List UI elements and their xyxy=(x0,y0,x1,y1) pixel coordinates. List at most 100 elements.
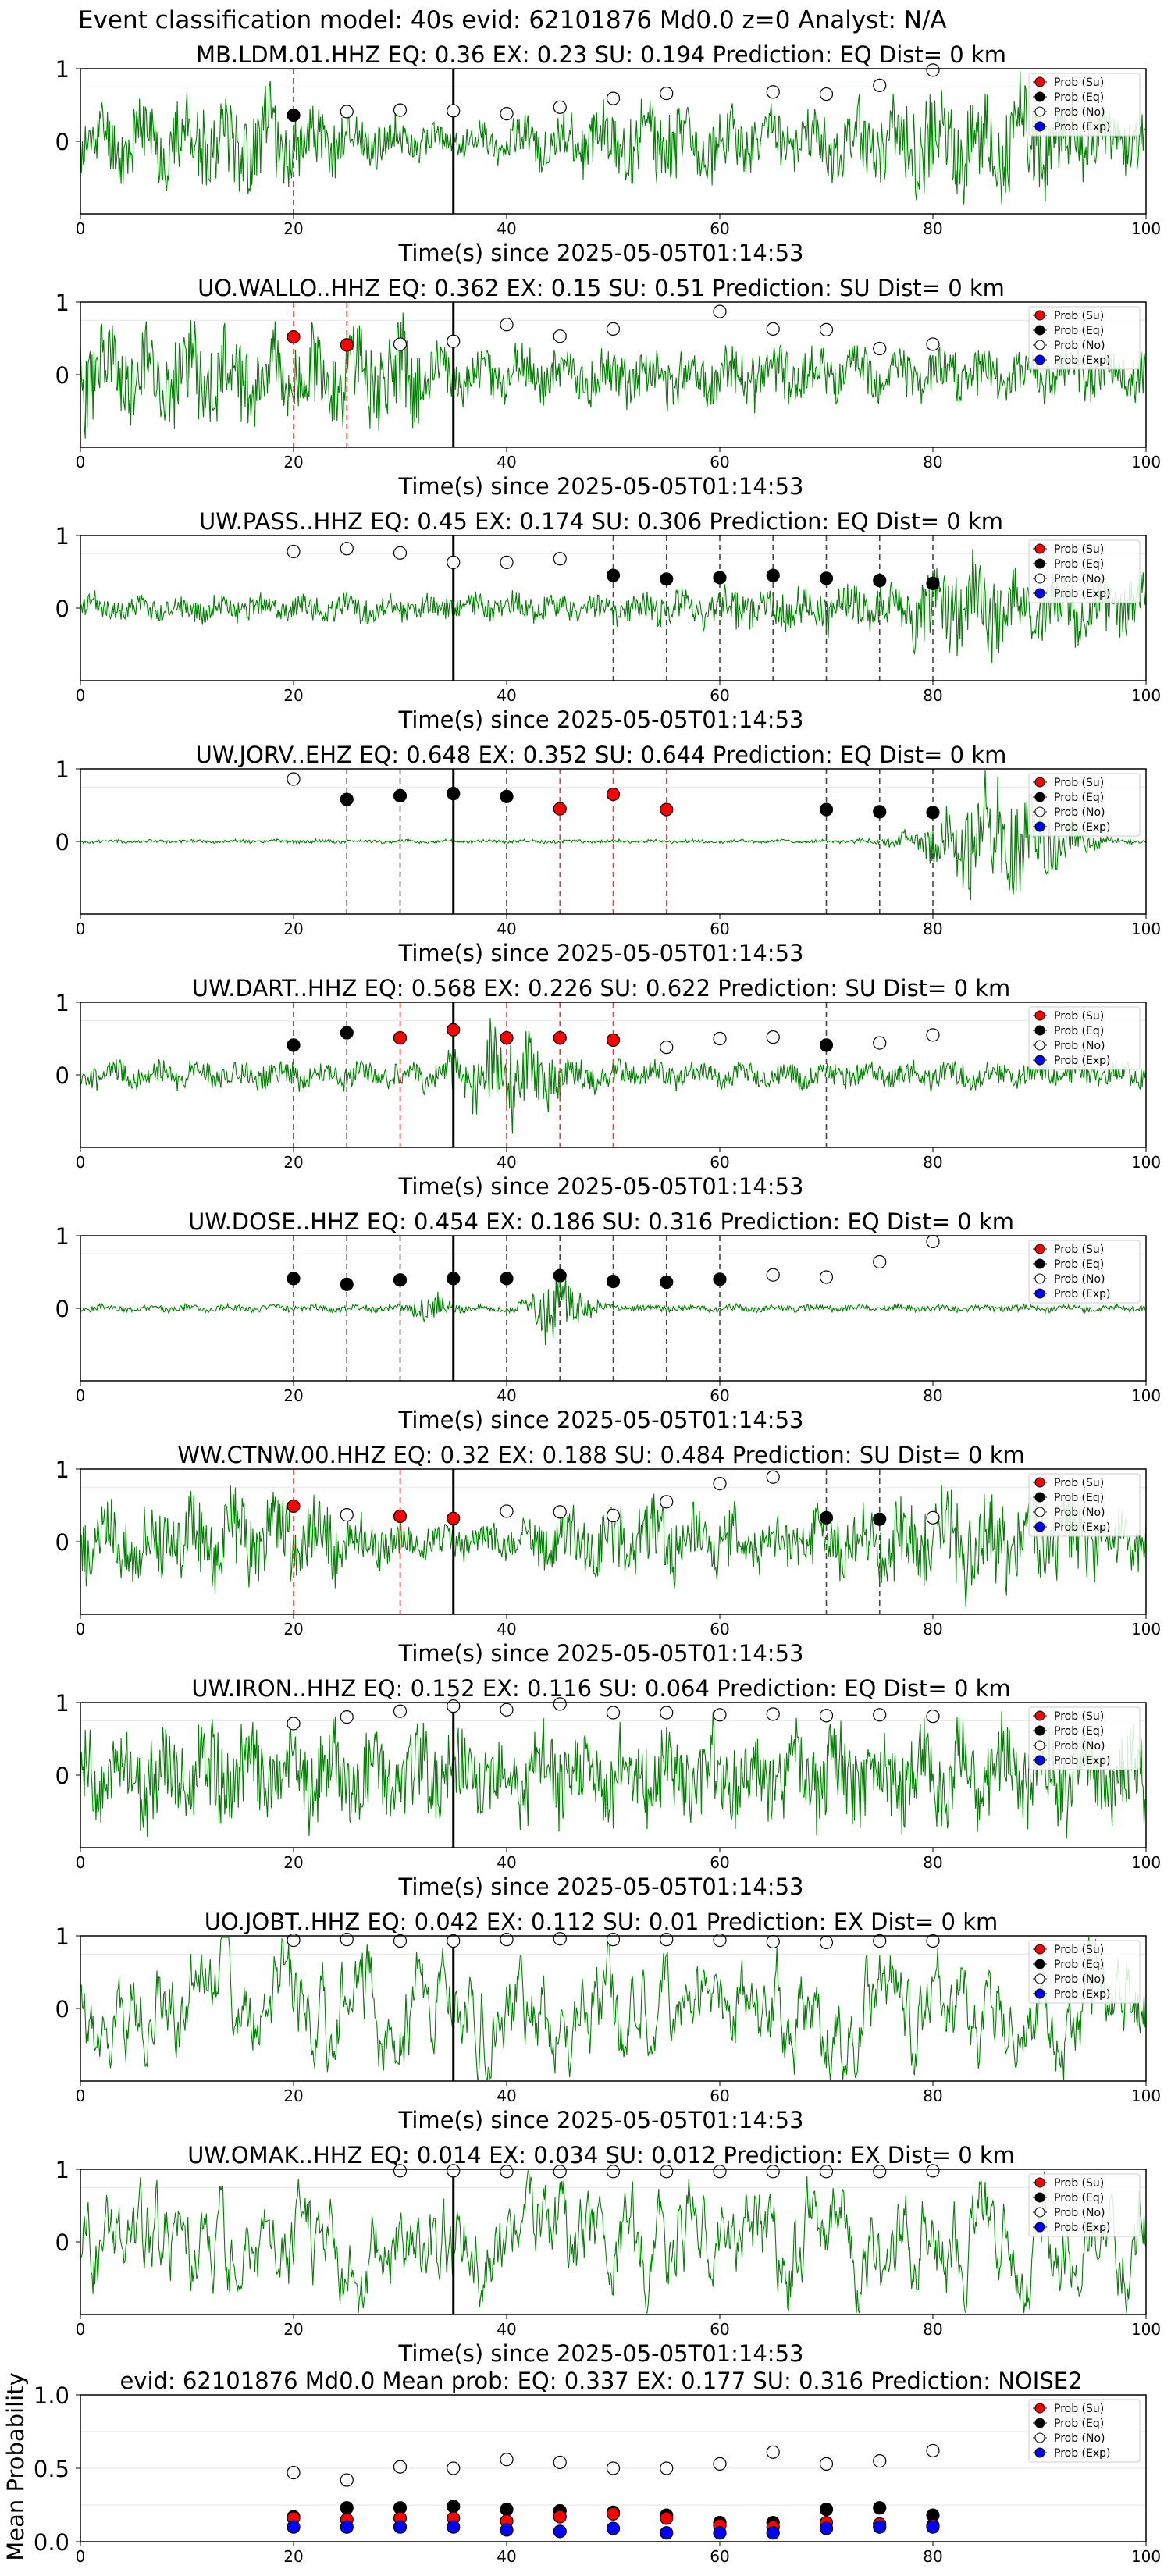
legend-marker xyxy=(1034,1755,1045,1766)
x-tick-label: 80 xyxy=(923,1153,942,1172)
prob-marker-no xyxy=(393,546,408,560)
prob-marker-no xyxy=(287,544,301,559)
x-tick-label: 100 xyxy=(1131,2320,1161,2339)
prob-marker-eq xyxy=(500,789,514,803)
mean-marker-exp xyxy=(819,2521,834,2535)
x-tick-label: 100 xyxy=(1131,219,1161,238)
prob-marker-no xyxy=(713,304,727,318)
prob-marker-eq xyxy=(606,568,621,582)
prob-marker-no xyxy=(660,2165,674,2179)
y-tick-label: 0 xyxy=(55,1996,69,2023)
prob-marker-eq xyxy=(287,108,301,123)
prob-marker-no xyxy=(926,1234,940,1249)
legend: Prob (Su) Prob (Eq) Prob (No) Prob (Exp) xyxy=(1028,1706,1141,1770)
x-tick-label: 0 xyxy=(76,453,86,471)
legend-marker xyxy=(1034,2432,1045,2443)
legend-marker xyxy=(1034,543,1045,554)
legend-label: Prob (Exp) xyxy=(1054,1988,1111,2001)
station-panel: UW.DOSE..HHZ EQ: 0.454 EX: 0.186 SU: 0.3… xyxy=(55,1208,1162,1433)
legend-label: Prob (No) xyxy=(1054,1740,1105,1752)
mean-marker-no xyxy=(340,2473,354,2487)
prob-marker-no xyxy=(926,337,940,351)
x-tick-label: 20 xyxy=(283,2087,303,2105)
x-tick-label: 0 xyxy=(76,2087,86,2105)
x-axis-label: Time(s) since 2025-05-05T01:14:53 xyxy=(398,240,804,266)
panel-title: UW.DART..HHZ EQ: 0.568 EX: 0.226 SU: 0.6… xyxy=(192,975,1011,1002)
prob-marker-no xyxy=(553,329,567,343)
prob-marker-su xyxy=(553,1030,567,1045)
legend-label: Prob (Eq) xyxy=(1054,1959,1104,1971)
y-tick-label: 1.0 xyxy=(34,2382,69,2409)
x-tick-label: 100 xyxy=(1131,1620,1161,1638)
prob-marker-no xyxy=(766,1470,780,1484)
mean-marker-exp xyxy=(553,2524,567,2539)
x-tick-label: 100 xyxy=(1131,686,1161,705)
legend-label: Prob (No) xyxy=(1054,1040,1105,1052)
prob-marker-no xyxy=(713,2165,727,2179)
y-tick-label: 1 xyxy=(55,1690,69,1717)
mean-marker-no xyxy=(287,2466,301,2480)
legend-marker xyxy=(1034,76,1045,87)
prob-marker-su xyxy=(340,338,354,352)
legend-marker xyxy=(1034,1988,1045,1999)
legend-marker xyxy=(1034,340,1045,350)
legend-box xyxy=(1028,2399,1141,2463)
prob-marker-no xyxy=(500,555,514,570)
prob-marker-no xyxy=(926,1028,940,1042)
x-tick-label: 20 xyxy=(283,1620,303,1638)
prob-marker-eq xyxy=(393,1273,408,1287)
legend-label: Prob (Exp) xyxy=(1054,2222,1111,2234)
y-tick-label: 0 xyxy=(55,2229,69,2256)
prob-marker-eq xyxy=(926,576,940,590)
legend-marker xyxy=(1034,2447,1045,2458)
legend-marker xyxy=(1034,1521,1045,1532)
x-tick-label: 0 xyxy=(76,2320,86,2339)
x-tick-label: 60 xyxy=(710,686,729,705)
legend-label: Prob (Eq) xyxy=(1054,558,1104,571)
mean-marker-no xyxy=(500,2453,514,2467)
legend-marker xyxy=(1034,1010,1045,1021)
prob-marker-no xyxy=(553,1932,567,1946)
y-tick-label: 0 xyxy=(55,1529,69,1556)
x-tick-label: 100 xyxy=(1131,2547,1161,2566)
y-tick-label: 0 xyxy=(55,1763,69,1789)
legend: Prob (Su) Prob (Eq) Prob (No) Prob (Exp) xyxy=(1028,73,1141,137)
legend: Prob (Su) Prob (Eq) Prob (No) Prob (Exp) xyxy=(1028,1240,1141,1304)
x-tick-label: 20 xyxy=(283,453,303,471)
prob-marker-eq xyxy=(713,571,727,585)
prob-marker-no xyxy=(500,1933,514,1947)
legend-label: Prob (Exp) xyxy=(1054,588,1111,600)
legend: Prob (Su) Prob (Eq) Prob (No) Prob (Exp) xyxy=(1028,1006,1141,1070)
x-tick-label: 60 xyxy=(710,1153,729,1172)
legend-box xyxy=(1028,1473,1141,1537)
prob-marker-eq xyxy=(873,805,887,819)
prob-marker-no xyxy=(447,2164,461,2178)
legend-marker xyxy=(1034,792,1045,802)
prob-marker-no xyxy=(340,542,354,556)
mean-marker-no xyxy=(553,2455,567,2470)
y-tick-label: 1 xyxy=(55,990,69,1016)
prob-marker-no xyxy=(606,2165,621,2179)
legend-marker xyxy=(1034,121,1045,132)
y-tick-label: 0.0 xyxy=(34,2529,69,2556)
x-tick-label: 20 xyxy=(283,2547,303,2566)
x-axis-label: Time(s) since 2025-05-05T01:14:53 xyxy=(398,1407,804,1433)
x-tick-label: 80 xyxy=(923,1386,942,1405)
axes-frame xyxy=(80,68,1147,215)
x-axis-label: Time(s) since 2025-05-05T01:14:53 xyxy=(398,473,804,500)
prob-marker-no xyxy=(553,2165,567,2179)
x-tick-label: 80 xyxy=(923,2320,942,2339)
legend-label: Prob (No) xyxy=(1054,1973,1105,1986)
legend-label: Prob (Exp) xyxy=(1054,121,1111,133)
panel-title: UW.OMAK..HHZ EQ: 0.014 EX: 0.034 SU: 0.0… xyxy=(187,2142,1015,2169)
prob-marker-eq xyxy=(447,1272,461,1286)
x-tick-label: 40 xyxy=(497,1386,516,1405)
prob-marker-su xyxy=(606,1033,621,1047)
x-tick-label: 40 xyxy=(497,2320,516,2339)
x-tick-label: 40 xyxy=(497,920,516,938)
legend-label: Prob (Su) xyxy=(1054,1010,1104,1023)
x-tick-label: 60 xyxy=(710,2320,729,2339)
prob-marker-no xyxy=(606,1508,621,1523)
legend-label: Prob (Eq) xyxy=(1054,1492,1104,1504)
mean-marker-exp xyxy=(500,2523,514,2537)
